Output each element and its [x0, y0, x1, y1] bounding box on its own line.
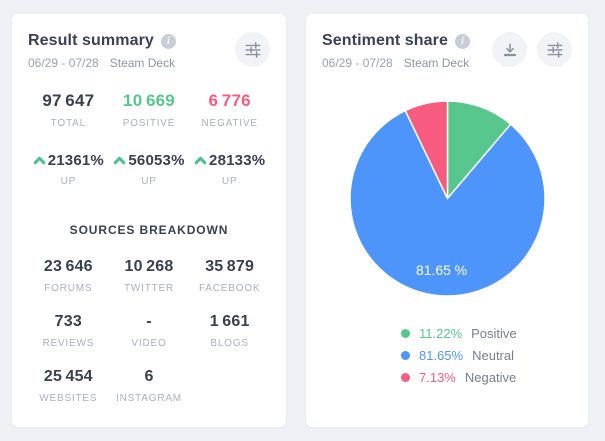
source-video: - VIDEO — [109, 313, 190, 349]
source-value: 733 — [54, 313, 82, 330]
pie-slice-negative[interactable] — [404, 100, 448, 200]
legend-item-negative[interactable]: 7.13% Negative — [401, 370, 572, 385]
legend-dot — [401, 351, 410, 360]
source-label: WEBSITES — [39, 393, 98, 404]
source-label: FORUMS — [44, 283, 93, 294]
trend-label: UP — [141, 176, 157, 187]
legend-dot — [401, 373, 410, 382]
stat-value: 10 669 — [123, 91, 175, 110]
stat-label: TOTAL — [50, 118, 86, 129]
trend-grid: 21361% UP 56053% UP 28133% UP — [28, 152, 270, 187]
header-text: Sentiment share i 06/29 - 07/28 Steam De… — [322, 32, 470, 70]
trend-2: 28133% UP — [189, 152, 270, 187]
source-value: 10 268 — [124, 258, 174, 275]
card-title: Sentiment share — [322, 32, 448, 49]
source-twitter: 10 268 TWITTER — [109, 258, 190, 294]
sources-grid: 23 646 FORUMS 10 268 TWITTER 35 879 FACEBOOK 7… — [28, 258, 270, 404]
source-facebook: 35 879 FACEBOOK — [189, 258, 270, 294]
source-label: REVIEWS — [42, 338, 95, 349]
info-icon[interactable]: i — [454, 33, 470, 49]
trend-value: 56053% — [128, 152, 185, 169]
sentiment-share-card: Sentiment share i 06/29 - 07/28 Steam De… — [306, 14, 588, 427]
header-text: Result summary i 06/29 - 07/28 Steam Dec… — [28, 32, 176, 70]
download-button[interactable] — [492, 32, 527, 67]
source-label: INSTAGRAM — [116, 393, 182, 404]
result-summary-card: Result summary i 06/29 - 07/28 Steam Dec… — [12, 14, 286, 427]
legend-dot — [401, 329, 410, 338]
source-label: BLOGS — [210, 338, 249, 349]
source-instagram: 6 INSTAGRAM — [109, 368, 190, 404]
source-label: TWITTER — [123, 283, 175, 294]
legend-name: Positive — [471, 326, 517, 341]
pie-slice-positive[interactable] — [446, 100, 511, 200]
download-icon — [503, 42, 516, 56]
sources-breakdown-title: SOURCES BREAKDOWN — [69, 223, 229, 237]
pie-chart: 81.65 % — [348, 100, 546, 297]
date-range: 06/29 - 07/28 — [28, 56, 99, 70]
chevron-up-icon — [33, 156, 46, 165]
legend-percent: 7.13% — [419, 370, 456, 385]
legend-percent: 11.22% — [419, 326, 463, 341]
stats-grid: 97 647 TOTAL 10 669 POSITIVE 6 776 NEGATIVE — [28, 91, 270, 129]
source-value: - — [146, 313, 152, 330]
legend-item-neutral[interactable]: 81.65% Neutral — [401, 348, 572, 363]
trend-label: UP — [221, 176, 238, 187]
keyword: Steam Deck — [403, 56, 470, 70]
trend-label: UP — [60, 176, 77, 187]
sliders-icon — [244, 41, 261, 58]
stat-value: 97 647 — [42, 91, 95, 110]
sentiment-share-header: Sentiment share i 06/29 - 07/28 Steam De… — [322, 32, 572, 70]
legend-item-positive[interactable]: 11.22% Positive — [401, 326, 572, 341]
sliders-icon — [546, 41, 563, 58]
stat-negative: 6 776 NEGATIVE — [189, 91, 270, 129]
legend-name: Neutral — [472, 348, 515, 363]
result-summary-header: Result summary i 06/29 - 07/28 Steam Dec… — [28, 32, 270, 70]
settings-button[interactable] — [235, 32, 270, 67]
source-value: 35 879 — [205, 258, 255, 275]
stat-total: 97 647 TOTAL — [28, 91, 109, 129]
pie-chart-wrap: 81.65 % — [322, 99, 572, 298]
chevron-up-icon — [114, 156, 126, 165]
stat-label: NEGATIVE — [201, 118, 258, 129]
trend-1: 56053% UP — [109, 152, 190, 187]
legend-name: Negative — [464, 370, 517, 385]
stat-label: POSITIVE — [122, 118, 176, 129]
chevron-up-icon — [194, 156, 207, 165]
trend-0: 21361% UP — [28, 152, 109, 187]
date-range: 06/29 - 07/28 — [322, 56, 393, 70]
card-title: Result summary — [28, 32, 154, 49]
info-icon[interactable]: i — [160, 33, 176, 49]
trend-value: 21361% — [47, 152, 104, 169]
pie-slice-neutral[interactable] — [348, 109, 546, 297]
source-value: 6 — [144, 368, 154, 385]
stat-positive: 10 669 POSITIVE — [109, 91, 190, 129]
legend-percent: 81.65% — [419, 348, 464, 363]
keyword: Steam Deck — [109, 56, 176, 70]
source-value: 23 646 — [43, 258, 93, 275]
source-blogs: 1 661 BLOGS — [189, 313, 270, 349]
source-label: VIDEO — [131, 338, 167, 349]
source-label: FACEBOOK — [198, 283, 261, 294]
stat-value: 6 776 — [208, 91, 251, 110]
source-value: 25 454 — [43, 368, 93, 385]
source-websites: 25 454 WEBSITES — [28, 368, 109, 404]
source-forums: 23 646 FORUMS — [28, 258, 109, 294]
source-value: 1 661 — [209, 313, 250, 330]
source-reviews: 733 REVIEWS — [28, 313, 109, 349]
settings-button[interactable] — [537, 32, 572, 67]
pie-legend: 11.22% Positive 81.65% Neutral 7.13% Negative — [401, 326, 572, 385]
pie-center-label: 81.65 % — [415, 262, 466, 278]
trend-value: 28133% — [209, 152, 266, 169]
